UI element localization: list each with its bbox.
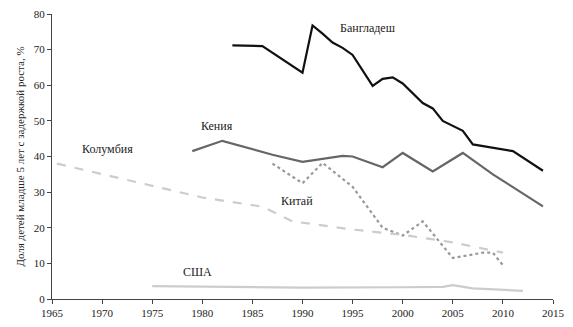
svg-text:2015: 2015 [542, 307, 565, 319]
svg-text:Кения: Кения [201, 119, 233, 133]
svg-text:США: США [183, 265, 212, 279]
svg-text:10: 10 [34, 257, 46, 269]
svg-text:2005: 2005 [442, 307, 465, 319]
svg-text:80: 80 [34, 8, 46, 20]
svg-text:2010: 2010 [492, 307, 515, 319]
svg-text:40: 40 [34, 150, 46, 162]
svg-text:0: 0 [39, 293, 45, 305]
svg-text:Доля детей младше 5 лет с заде: Доля детей младше 5 лет с задержкой рост… [14, 46, 26, 266]
svg-text:60: 60 [34, 79, 46, 91]
svg-text:1965: 1965 [41, 307, 64, 319]
svg-text:20: 20 [34, 222, 46, 234]
svg-text:50: 50 [34, 115, 46, 127]
svg-text:2000: 2000 [392, 307, 415, 319]
svg-text:30: 30 [34, 186, 46, 198]
svg-text:Колумбия: Колумбия [82, 142, 133, 156]
svg-text:1985: 1985 [241, 307, 264, 319]
svg-text:1995: 1995 [342, 307, 365, 319]
svg-text:70: 70 [34, 43, 46, 55]
svg-text:1980: 1980 [191, 307, 214, 319]
svg-text:1975: 1975 [141, 307, 164, 319]
svg-text:Бангладеш: Бангладеш [340, 21, 396, 35]
svg-text:1990: 1990 [292, 307, 315, 319]
svg-text:Китай: Китай [281, 194, 313, 208]
svg-text:1970: 1970 [91, 307, 114, 319]
